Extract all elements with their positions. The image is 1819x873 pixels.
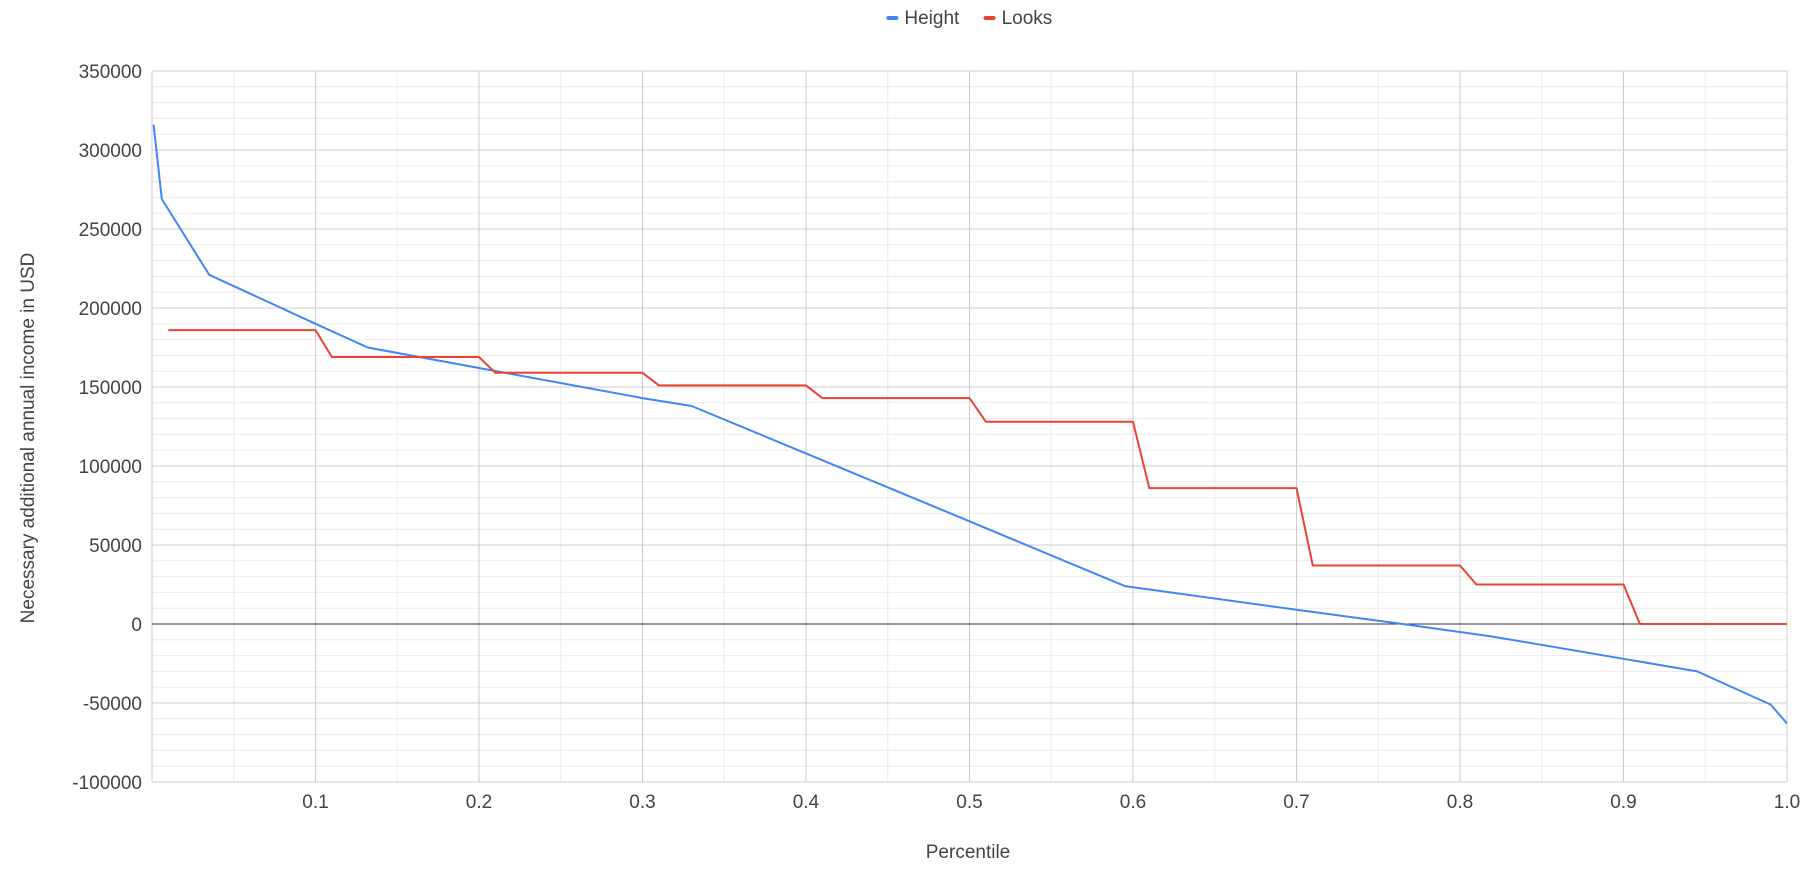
legend: Height Looks xyxy=(886,8,1052,29)
x-tick-label: 0.9 xyxy=(1610,792,1636,813)
y-tick-label: 200000 xyxy=(79,299,142,320)
legend-label-looks: Looks xyxy=(1002,8,1053,29)
x-axis-tick-labels: 0.1 0.2 0.3 0.4 0.5 0.6 0.7 0.8 0.9 1.0 xyxy=(302,792,1800,813)
x-tick-label: 0.1 xyxy=(302,792,328,813)
x-tick-label: 0.6 xyxy=(1120,792,1146,813)
x-tick-label: 0.7 xyxy=(1283,792,1309,813)
y-axis-title: Necessary additional annual income in US… xyxy=(18,253,39,624)
x-tick-label: 1.0 xyxy=(1774,792,1800,813)
y-tick-label: 50000 xyxy=(89,536,142,557)
y-tick-label: 300000 xyxy=(79,141,142,162)
y-tick-label: -50000 xyxy=(83,694,142,715)
legend-label-height: Height xyxy=(904,8,960,29)
series-lines xyxy=(152,124,1788,725)
series-line-looks xyxy=(168,329,1787,625)
x-tick-label: 0.5 xyxy=(956,792,982,813)
y-tick-label: 150000 xyxy=(79,378,142,399)
legend-swatch-height xyxy=(886,16,899,20)
x-tick-label: 0.2 xyxy=(466,792,492,813)
y-axis-tick-labels: -100000 -50000 0 50000 100000 150000 200000 250… xyxy=(72,62,142,794)
y-tick-label: 100000 xyxy=(79,457,142,478)
x-tick-label: 0.8 xyxy=(1447,792,1473,813)
major-gridlines xyxy=(151,70,1788,783)
y-tick-label: 250000 xyxy=(79,220,142,241)
x-tick-label: 0.3 xyxy=(629,792,655,813)
y-tick-label: 350000 xyxy=(79,62,142,83)
x-axis-title: Percentile xyxy=(926,842,1011,863)
x-tick-label: 0.4 xyxy=(793,792,820,813)
y-tick-label: -100000 xyxy=(72,773,142,794)
y-tick-label: 0 xyxy=(131,615,142,636)
legend-swatch-looks xyxy=(983,16,996,20)
series-line-height xyxy=(152,124,1788,725)
